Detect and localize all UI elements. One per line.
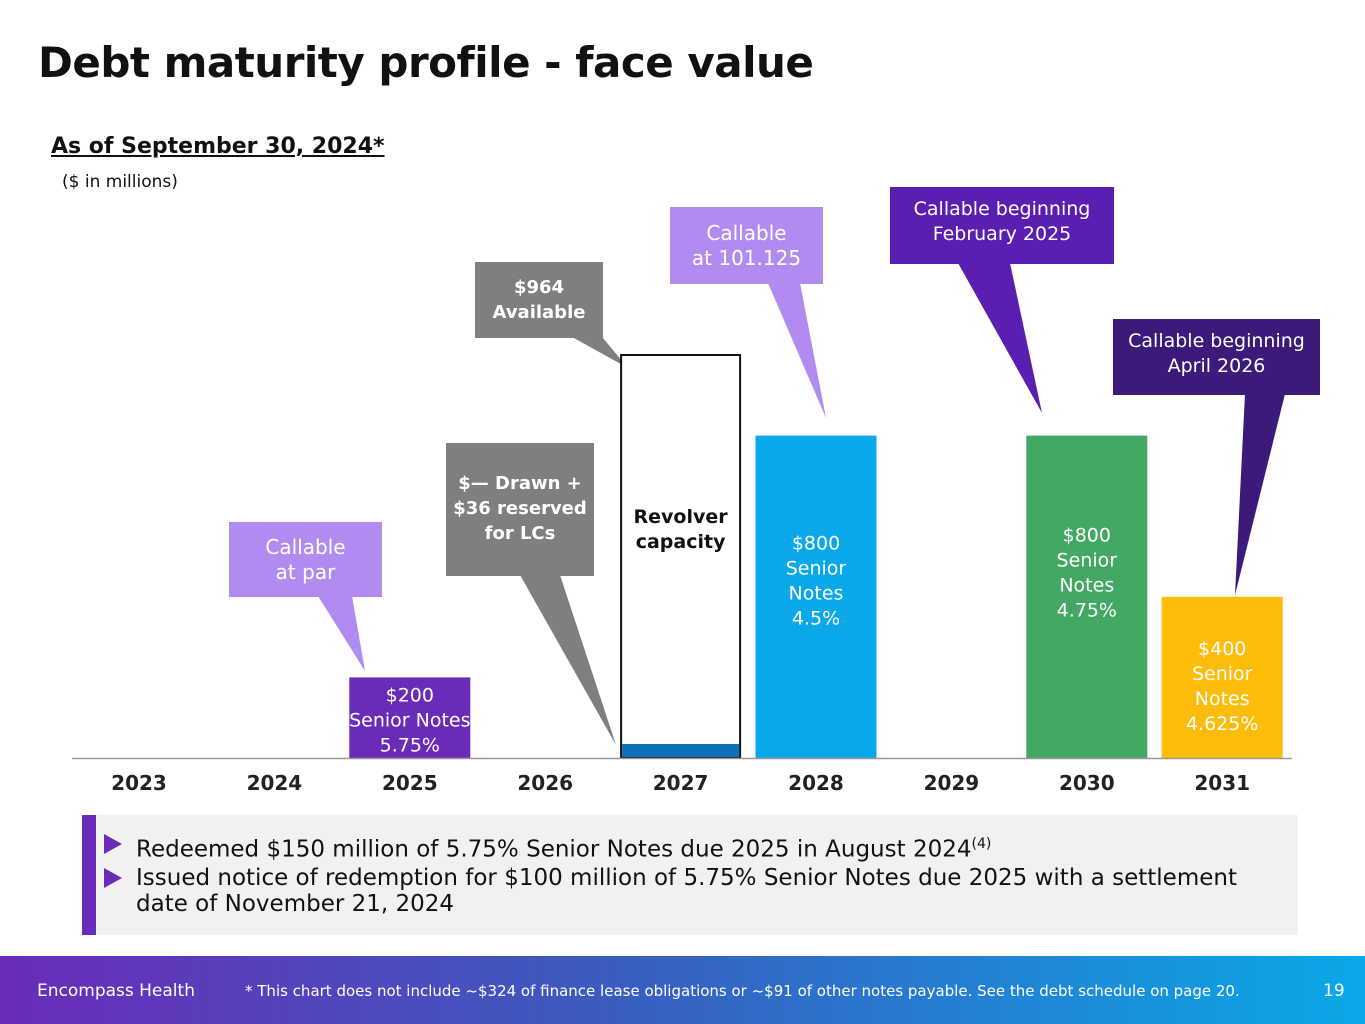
callout-pointer [572,337,628,368]
bar-label-2025: $200 Senior Notes 5.75% [349,684,470,756]
page-number: 19 [1323,981,1345,1001]
accent-bar [82,815,96,935]
bar-label-2028: $800 Senior Notes 4.5% [786,533,847,630]
bar-2028 [755,435,877,758]
bar-label-2031: $400 Senior Notes 4.625% [1186,638,1258,735]
x-tick-label: 2027 [653,771,709,795]
as-of-date: As of September 30, 2024* [51,134,385,159]
bar-label-2030: $800 Senior Notes 4.75% [1057,525,1118,622]
callout-pointer [1235,394,1285,595]
bullet-item: Redeemed $150 million of 5.75% Senior No… [104,831,991,863]
footer: Encompass Health * This chart does not i… [0,956,1365,1024]
x-tick-label: 2024 [247,771,303,795]
callout-pointer [318,596,365,671]
bullet-item: Issued notice of redemption for $100 mil… [104,865,1284,917]
x-tick-label: 2029 [924,771,980,795]
callout-available: $964 Available [475,262,603,338]
callout-pointer [958,263,1042,413]
x-tick-label: 2025 [382,771,438,795]
callout-pointer [768,283,826,418]
x-tick-label: 2028 [788,771,844,795]
callout-2025: Callable at par [229,522,382,597]
bar-label-2027: Revolver capacity [634,506,729,553]
footnote: * This chart does not include ~$324 of f… [245,982,1240,1000]
bullet-text: Redeemed $150 million of 5.75% Senior No… [136,836,972,863]
bullet-text: Issued notice of redemption for $100 mil… [136,865,1237,917]
notes-panel: Redeemed $150 million of 5.75% Senior No… [82,815,1298,935]
bar-revolver-available [620,354,742,759]
callout-2028: Callable at 101.125 [670,207,823,284]
triangle-bullet-icon [104,834,122,854]
x-tick-label: 2031 [1194,771,1250,795]
x-tick-label: 2023 [111,771,167,795]
callout-drawn: $— Drawn + $36 reserved for LCs [446,443,594,576]
callout-pointer [520,575,616,745]
page-title: Debt maturity profile - face value [38,38,814,87]
callout-2030: Callable beginning February 2025 [890,187,1114,264]
x-tick-label: 2026 [517,771,573,795]
callout-2031: Callable beginning April 2026 [1113,319,1320,395]
bar-2025 [349,677,471,758]
footnote-ref: (4) [971,836,992,852]
x-tick-label: 2030 [1059,771,1115,795]
bar-2030 [1026,435,1148,758]
units-label: ($ in millions) [62,172,178,192]
triangle-bullet-icon [104,868,122,888]
company-name: Encompass Health [37,981,195,1001]
bar-2031 [1161,596,1283,758]
bar-revolver-reserved [622,744,740,757]
